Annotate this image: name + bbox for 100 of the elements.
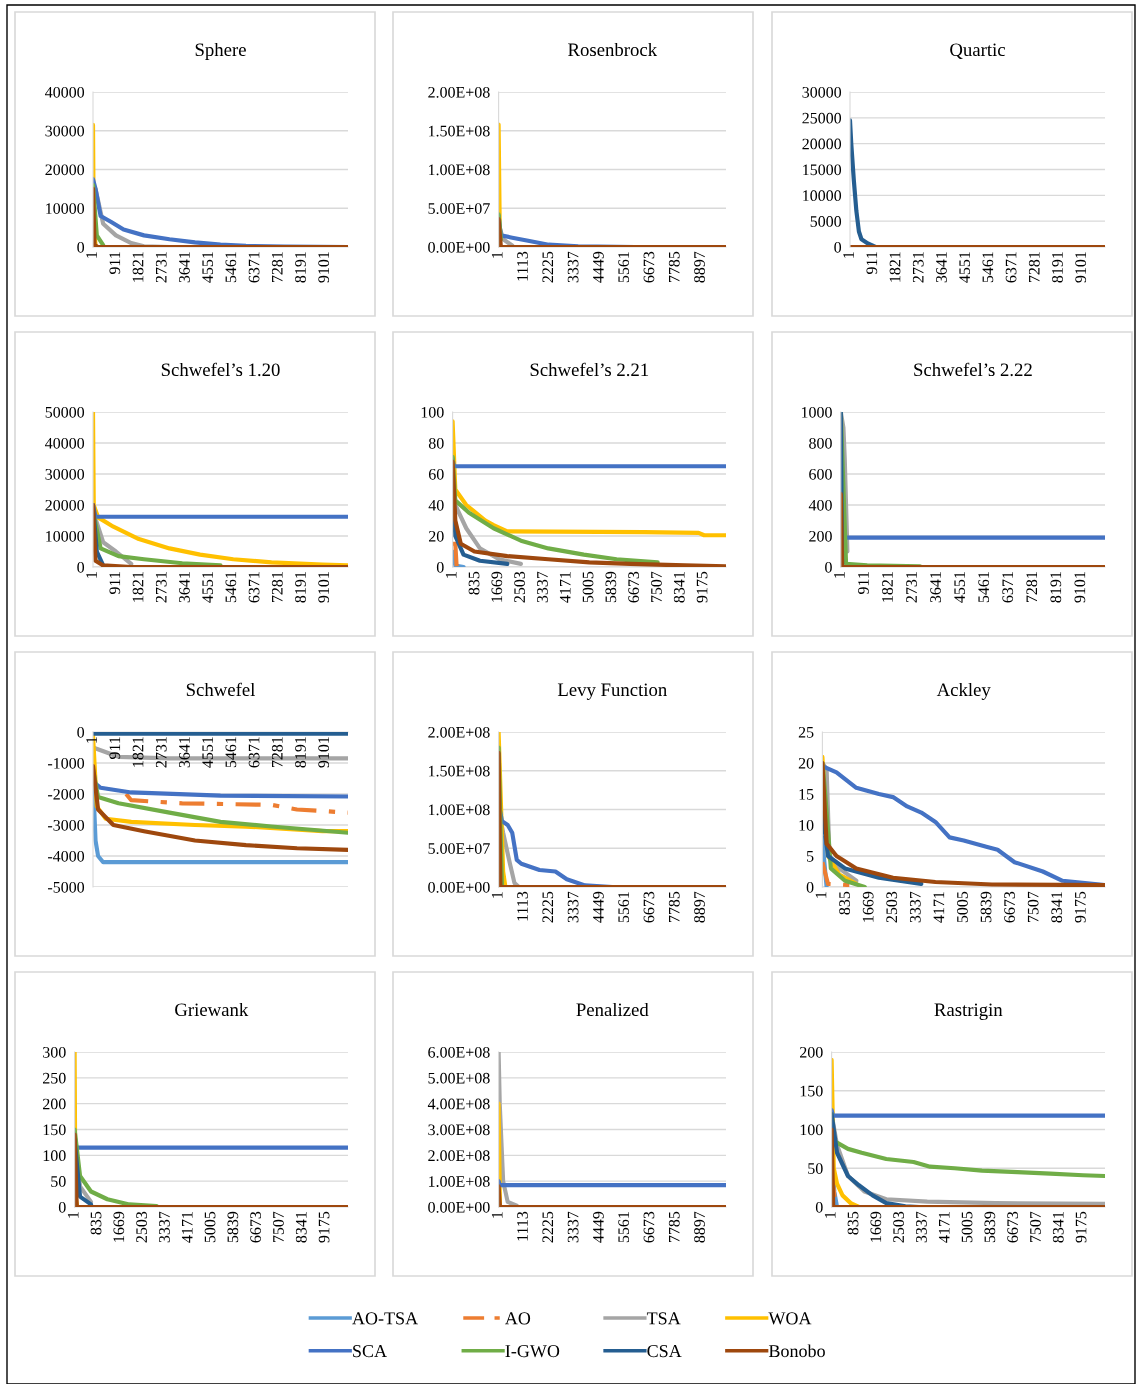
y-tick-label: 2.00E+08 [428, 726, 490, 738]
y-tick-label: 15000 [803, 164, 842, 176]
y-tick-label: 200 [43, 1098, 66, 1110]
x-tick-label: 5839 [980, 891, 992, 923]
x-tick-label: 9175 [318, 1211, 330, 1243]
y-tick-label: 0.00E+00 [428, 1201, 490, 1213]
y-tick-label: -3000 [48, 819, 85, 831]
x-tick-label: 4449 [593, 891, 604, 923]
x-tick-label: 9101 [1075, 252, 1087, 283]
x-tick-label: 5461 [978, 572, 990, 603]
x-tick-label: 4551 [202, 737, 214, 768]
x-tick-label: 1821 [132, 252, 144, 282]
y-tick-label: 80 [428, 437, 444, 449]
x-tick-label: 7785 [668, 251, 680, 283]
line-series [124, 791, 348, 815]
chart-title: Penalized [576, 1002, 649, 1017]
y-tick-label: 100 [800, 1124, 823, 1136]
y-tick-label: 1000 [801, 406, 832, 418]
x-tick-label: 6673 [628, 571, 640, 603]
x-tick-label: 9101 [318, 737, 330, 768]
y-tick-label: 200 [809, 530, 832, 542]
x-tick-label: 1 [67, 1212, 79, 1218]
y-tick-label: 30000 [45, 468, 85, 480]
chart-title: Schwefel’s 2.22 [914, 362, 1032, 377]
y-tick-label: 50000 [45, 406, 85, 418]
x-tick-label: 6371 [248, 737, 260, 768]
y-tick-label: 20 [798, 757, 814, 769]
x-tick-label: 5839 [227, 1211, 239, 1243]
x-tick-label: 3337 [567, 1211, 579, 1243]
y-tick-label: 20000 [802, 138, 842, 150]
y-tick-label: 20 [429, 530, 444, 542]
chart-title: Quartic [950, 43, 1006, 59]
x-tick-label: 1 [86, 572, 97, 578]
y-tick-label: 25000 [802, 112, 842, 124]
x-tick-label: 8341 [295, 1212, 307, 1243]
x-tick-label: 9101 [318, 252, 330, 283]
x-tick-label: 1669 [862, 891, 874, 922]
x-tick-label: 1 [824, 1212, 836, 1218]
x-tick-label: 5461 [982, 252, 994, 283]
chart-title: Griewank [175, 1002, 249, 1017]
x-tick-label: 2503 [886, 891, 898, 923]
x-tick-label: 1113 [517, 891, 528, 921]
x-tick-label: 6371 [1002, 572, 1014, 603]
legend-label: WOA [768, 1312, 812, 1325]
x-tick-label: 5461 [225, 252, 237, 283]
x-tick-label: 8897 [694, 1211, 705, 1243]
chart-title: Levy Function [557, 683, 667, 700]
y-tick-label: 400 [808, 499, 832, 511]
x-tick-label: 911 [109, 737, 121, 760]
x-tick-label: 3337 [537, 571, 548, 603]
x-tick-label: 9175 [1075, 1211, 1087, 1243]
x-tick-label: 911 [858, 572, 869, 595]
x-tick-label: 1669 [113, 1211, 125, 1242]
y-tick-label: -4000 [48, 850, 85, 862]
x-tick-label: 6673 [643, 891, 655, 923]
y-tick-label: 1.50E+08 [428, 125, 490, 137]
x-tick-label: 6371 [248, 572, 260, 603]
x-tick-label: 8191 [295, 572, 306, 603]
line-series [93, 412, 348, 567]
y-tick-label: -5000 [48, 881, 85, 893]
y-tick-label: 100 [421, 406, 444, 418]
line-series [850, 118, 878, 247]
x-tick-label: 8897 [694, 891, 705, 923]
x-tick-label: 5561 [618, 1212, 630, 1243]
y-tick-label: 20000 [45, 164, 85, 176]
chart-title: Rastrigin [934, 1003, 1003, 1020]
chart-title: Rosenbrock [568, 42, 658, 57]
x-tick-label: 5005 [582, 571, 594, 603]
y-tick-label: 15 [799, 789, 814, 800]
x-tick-label: 835 [468, 571, 480, 595]
x-tick-label: 5839 [605, 571, 617, 603]
y-tick-label: 0 [815, 1201, 823, 1213]
x-tick-label: 8341 [1052, 1212, 1064, 1243]
y-tick-label: 40 [428, 499, 444, 511]
x-tick-label: 1 [815, 892, 827, 898]
y-tick-label: 200 [800, 1046, 823, 1058]
x-tick-label: 2731 [155, 252, 167, 283]
y-tick-label: 30000 [802, 86, 842, 98]
x-tick-label: 6673 [1007, 1211, 1019, 1243]
y-tick-label: 2.00E+08 [428, 86, 490, 98]
x-tick-label: 3641 [179, 737, 190, 768]
x-tick-label: 3337 [159, 1211, 170, 1243]
legend-label: CSA [647, 1345, 682, 1358]
x-tick-label: 5561 [618, 252, 630, 283]
x-tick-label: 8897 [694, 251, 705, 283]
x-tick-label: 2225 [542, 891, 554, 923]
y-tick-label: 0 [77, 241, 85, 253]
x-tick-label: 3337 [567, 251, 579, 283]
x-tick-label: 3337 [567, 891, 579, 923]
y-tick-label: 6.00E+08 [428, 1046, 490, 1058]
x-tick-label: 4551 [954, 572, 966, 603]
y-tick-label: 0.00E+00 [428, 881, 490, 893]
x-tick-label: 3641 [936, 252, 947, 283]
x-tick-label: 6371 [248, 252, 260, 283]
x-tick-label: 4551 [202, 572, 214, 603]
x-tick-label: 6371 [1005, 252, 1017, 283]
y-tick-label: 5.00E+07 [428, 203, 490, 215]
y-tick-label: 10 [799, 819, 814, 831]
y-tick-label: 600 [809, 468, 832, 480]
x-tick-label: 7281 [1028, 252, 1040, 283]
